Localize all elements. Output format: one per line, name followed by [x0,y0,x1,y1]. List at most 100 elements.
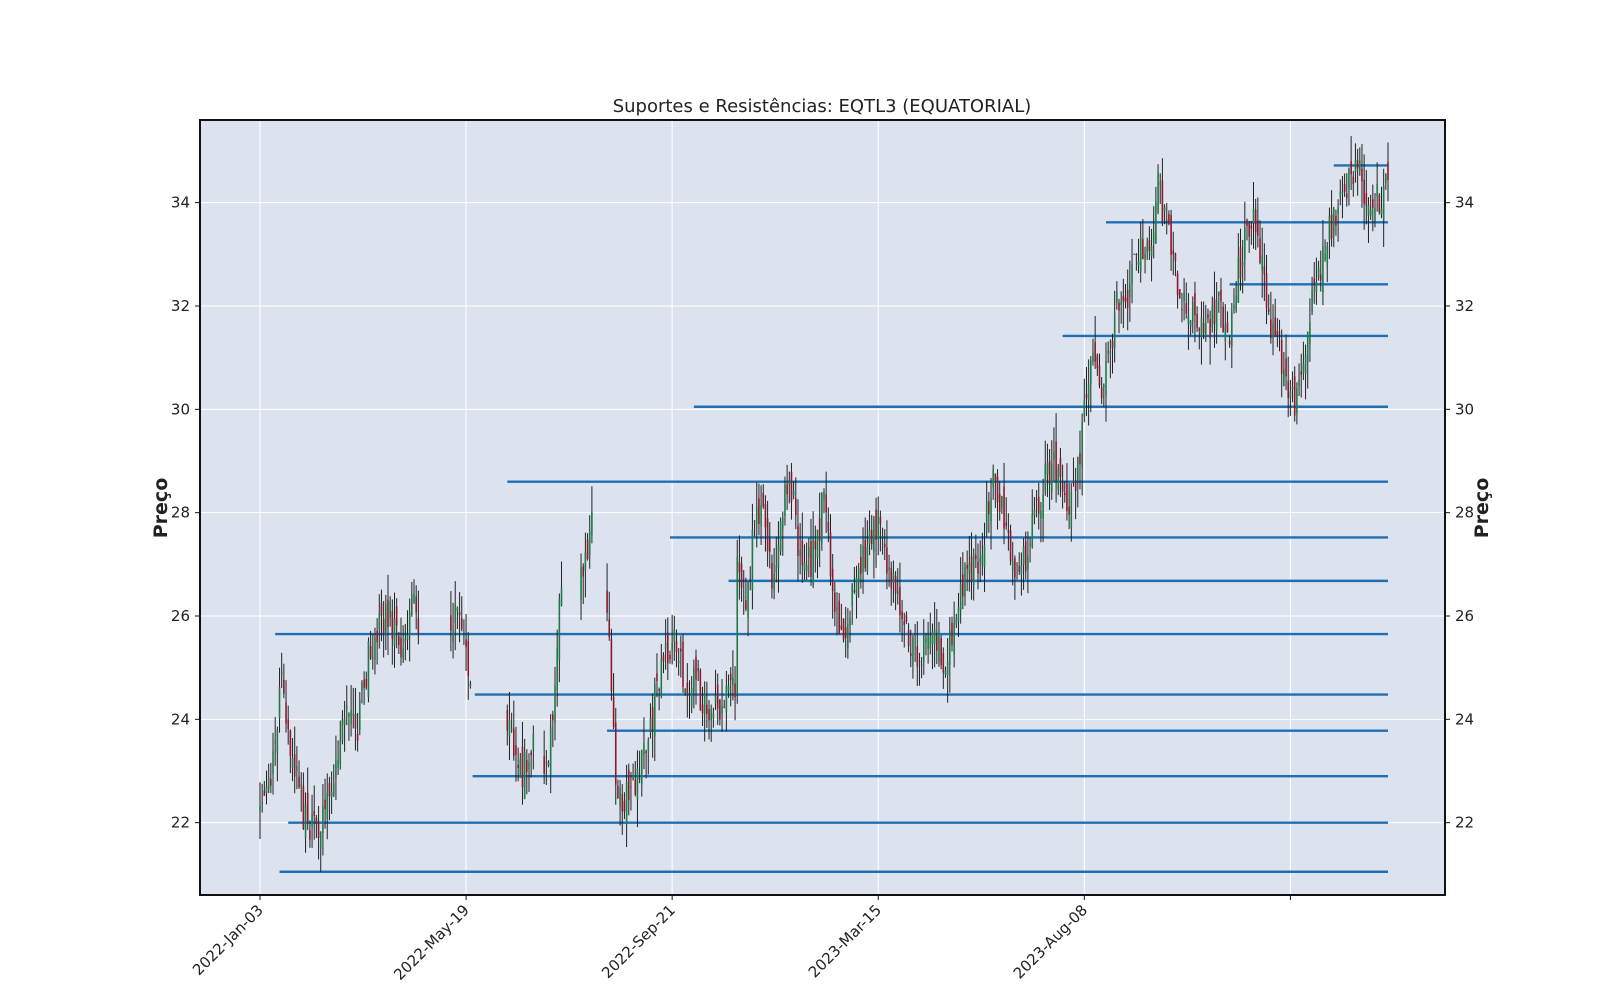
candle-body [1040,510,1042,519]
candle-body [1178,289,1181,299]
candle-body [306,792,309,823]
candle-body [862,545,864,573]
candle-body [1235,295,1237,311]
candle-body [1176,273,1179,296]
candle-body [1139,236,1142,272]
candle-body [398,636,400,645]
candle-body [380,603,383,616]
candle-body [729,674,732,681]
candle-body [400,637,402,658]
candle-body [727,685,730,692]
candle-body [645,751,647,754]
candle-body [664,642,667,649]
candle-body [1302,363,1305,373]
y-tick-label-right: 24 [1455,710,1474,728]
candle-body [1365,193,1368,206]
candle-body [875,509,877,540]
candle-body [1042,494,1044,520]
candle-body [873,518,875,553]
candle-body [378,614,381,630]
candle-body [669,654,671,660]
candle-body [1109,351,1112,355]
candle-body [614,722,617,785]
candle-body [760,504,762,527]
candle-body [556,647,558,691]
candle-body [786,484,788,495]
candle-body [411,594,413,615]
candle-body [818,518,821,542]
candle-body [1222,306,1224,332]
candle-body [736,556,739,695]
candle-body [1009,530,1012,562]
candle-body [324,799,326,810]
y-tick-label-right: 22 [1455,814,1474,832]
candle-body [1315,281,1318,292]
candle-body [1369,209,1372,216]
candle-body [1103,384,1105,388]
candle-body [877,509,880,540]
candle-body [708,709,710,721]
candle-body [1172,250,1175,255]
candle-body [914,633,916,635]
candle-body [1202,322,1205,334]
candle-body [983,544,986,568]
candle-body [922,634,925,663]
candle-body [1272,323,1274,338]
candle-body [1239,247,1242,279]
candle-body [916,646,919,667]
candle-body [1332,209,1335,234]
candle-body [1124,297,1127,303]
candle-body [881,536,884,538]
candle-body [591,511,593,536]
candle-body [519,759,522,778]
candle-body [276,729,279,753]
candle-body [962,574,964,597]
candle-body [792,491,795,496]
candle-body [755,505,758,525]
candle-body [450,615,452,631]
candle-body [1146,242,1149,253]
y-tick-label-right: 28 [1455,504,1474,522]
candle-body [703,693,706,715]
candle-body [1298,379,1300,387]
candle-body [836,607,838,611]
candle-body [903,620,906,625]
candle-body [389,601,391,618]
candle-body [341,718,344,742]
candle-body [1374,207,1376,221]
candle-body [332,783,335,795]
candle-body [764,503,767,528]
candle-body [285,702,287,724]
candle-body [1244,227,1246,260]
candle-body [771,562,773,589]
candle-body [821,493,823,544]
candle-body [1016,564,1018,566]
candle-body [545,761,548,763]
candle-body [1159,182,1162,185]
candle-body [905,615,908,622]
candle-body [643,743,645,755]
candle-body [1005,522,1008,526]
candle-body [1170,215,1172,255]
candle-body [656,673,658,681]
candle-body [1226,322,1229,333]
candle-body [580,567,582,601]
candle-body [688,693,691,695]
candle-body [879,517,882,524]
candle-body [278,687,281,719]
candle-body [970,556,973,582]
candle-body [977,561,979,574]
level-layer [275,164,1388,873]
candle-body [1211,305,1214,328]
candle-body [1204,323,1207,337]
candle-body [831,568,834,591]
candle-body [1185,303,1188,314]
candle-body [1213,298,1216,324]
candle-body [1033,509,1036,516]
candle-body [734,683,736,698]
candle-body [1354,159,1357,173]
candle-body [883,543,886,548]
candle-body [1072,480,1075,482]
candle-body [1059,458,1062,477]
candle-body [925,638,927,643]
